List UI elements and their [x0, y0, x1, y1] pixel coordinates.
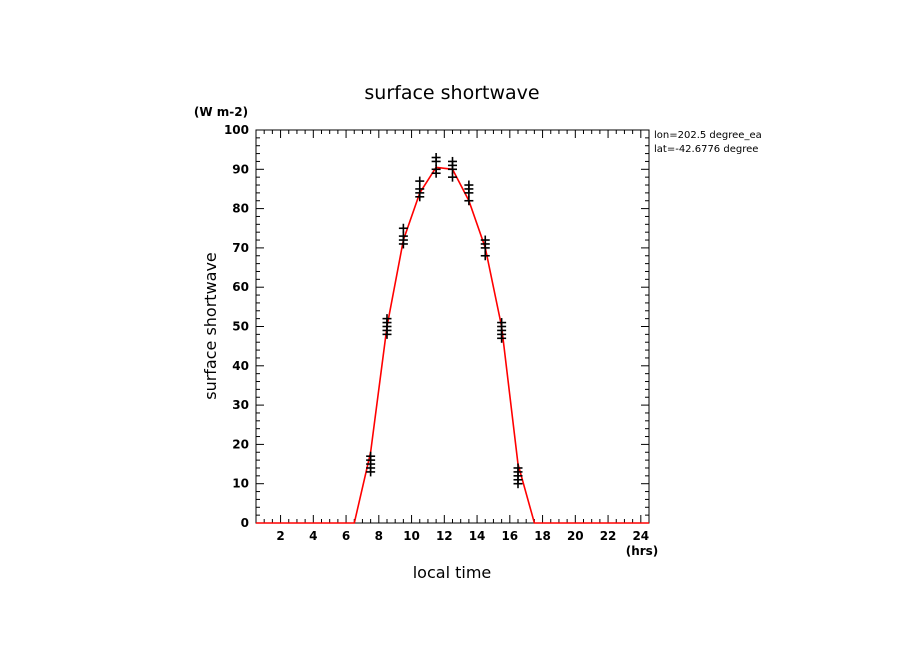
x-unit-label: (hrs) [626, 544, 659, 558]
y-tick-label: 20 [232, 437, 249, 451]
chart-title: surface shortwave [364, 82, 539, 104]
y-tick-label: 10 [232, 477, 249, 491]
data-point-marker [398, 231, 408, 241]
y-tick-label: 30 [232, 398, 249, 412]
y-tick-label: 100 [224, 123, 249, 137]
y-tick-label: 70 [232, 241, 249, 255]
x-tick-label: 18 [534, 529, 551, 543]
tick-labels: 2 4 6 8 10 12 14 16 18 20 22 2401020304050607080901… [224, 123, 649, 543]
data-point-marker [431, 164, 441, 174]
x-tick-label: 12 [436, 529, 453, 543]
x-tick-label: 14 [469, 529, 486, 543]
data-point-marker [448, 172, 457, 182]
data-point-marker [448, 156, 457, 166]
data-point-marker [480, 251, 490, 261]
x-tick-label: 24 [632, 529, 649, 543]
data-point-marker [415, 176, 425, 186]
y-tick-label: 0 [241, 516, 249, 530]
data-point-marker [415, 184, 425, 194]
y-tick-label: 40 [232, 359, 249, 373]
series-line [256, 166, 649, 524]
x-tick-label: 6 [342, 529, 350, 543]
data-point-marker [382, 314, 392, 324]
data-point-marker [497, 318, 507, 328]
series-layer [256, 153, 649, 524]
plot-frame [255, 129, 650, 524]
data-point-marker [480, 235, 490, 245]
x-tick-label: 16 [501, 529, 518, 543]
x-axis-title: local time [413, 563, 492, 582]
data-point-marker [431, 153, 441, 163]
y-tick-label: 60 [232, 280, 249, 294]
data-point-marker [464, 180, 474, 190]
x-tick-label: 8 [375, 529, 383, 543]
x-tick-label: 4 [309, 529, 317, 543]
data-point-marker [513, 463, 523, 473]
data-point-marker [464, 196, 474, 206]
y-tick-label: 50 [232, 320, 249, 334]
y-unit-label: (W m-2) [194, 105, 248, 119]
y-axis-title: surface shortwave [201, 252, 220, 400]
annotation-lon: lon=202.5 degree_ea [654, 130, 762, 141]
axis-ticks [256, 129, 649, 524]
data-point-marker [398, 223, 408, 233]
annotation-lat: lat=-42.6776 degree [654, 144, 758, 155]
y-tick-label: 80 [232, 202, 249, 216]
data-point-marker [366, 451, 376, 461]
x-tick-label: 22 [600, 529, 617, 543]
x-tick-label: 2 [276, 529, 284, 543]
x-tick-label: 20 [567, 529, 584, 543]
y-tick-label: 90 [232, 162, 249, 176]
x-tick-label: 10 [403, 529, 420, 543]
